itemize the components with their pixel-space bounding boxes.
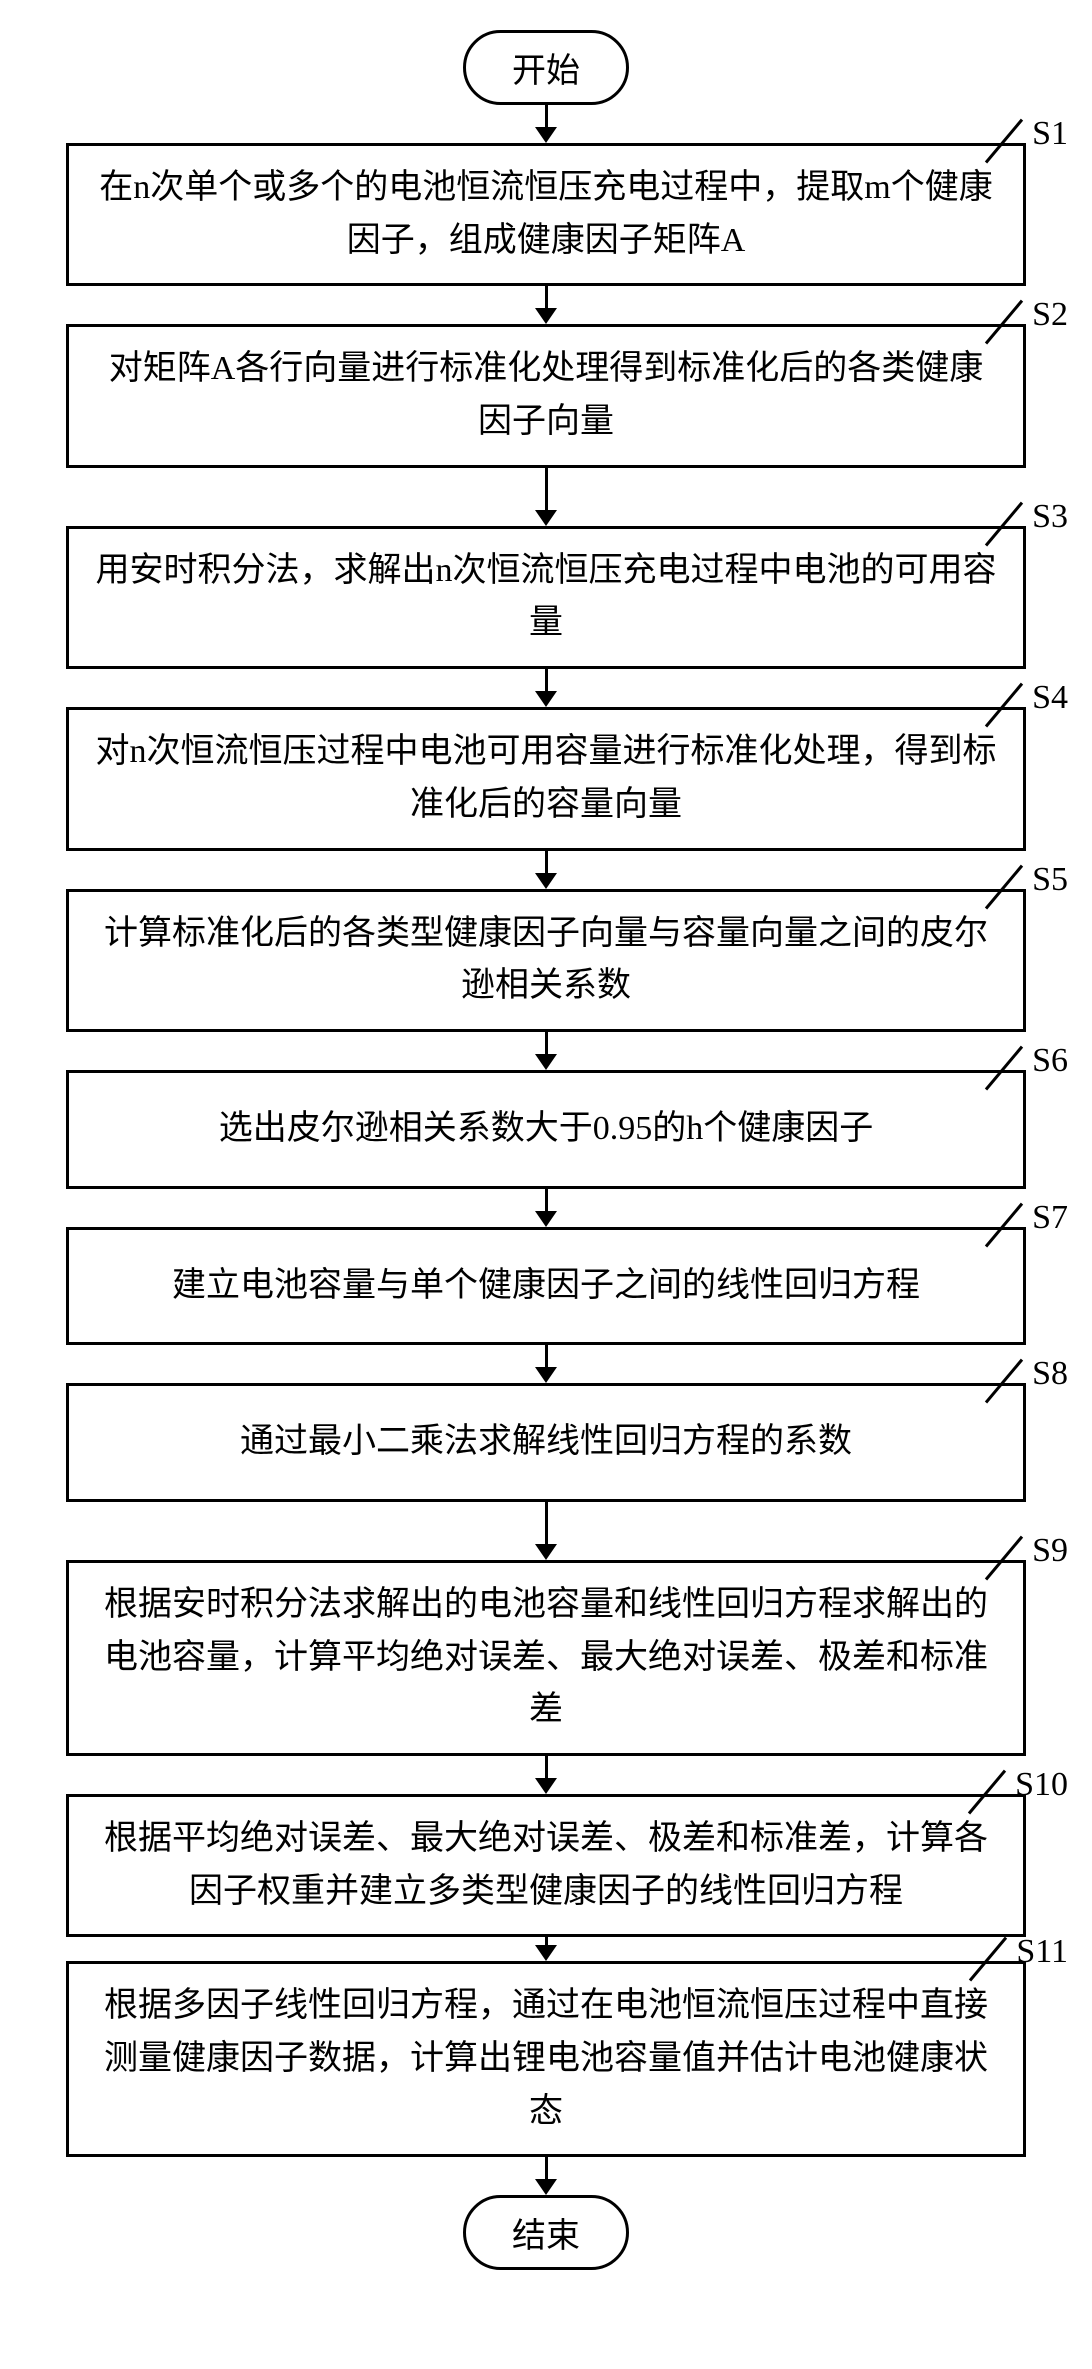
arrow — [535, 105, 557, 143]
step-label: S11 — [1016, 1933, 1068, 1971]
step-label: S8 — [1032, 1355, 1068, 1393]
arrow — [535, 1345, 557, 1383]
arrow — [535, 1937, 557, 1961]
step-s5: 计算标准化后的各类型健康因子向量与容量向量之间的皮尔逊相关系数 — [66, 889, 1026, 1032]
step-wrap: 建立电池容量与单个健康因子之间的线性回归方程 S7 — [40, 1227, 1052, 1346]
step-s3: 用安时积分法，求解出n次恒流恒压充电过程中电池的可用容量 — [66, 526, 1026, 669]
step-label: S7 — [1032, 1199, 1068, 1237]
step-s6: 选出皮尔逊相关系数大于0.95的h个健康因子 — [66, 1070, 1026, 1189]
step-s8: 通过最小二乘法求解线性回归方程的系数 — [66, 1383, 1026, 1502]
step-wrap: 用安时积分法，求解出n次恒流恒压充电过程中电池的可用容量 S3 — [40, 526, 1052, 669]
terminal-start: 开始 — [463, 30, 629, 105]
step-label: S3 — [1032, 498, 1068, 536]
step-wrap: 对n次恒流恒压过程中电池可用容量进行标准化处理，得到标准化后的容量向量 S4 — [40, 707, 1052, 850]
step-wrap: 根据安时积分法求解出的电池容量和线性回归方程求解出的电池容量，计算平均绝对误差、… — [40, 1560, 1052, 1756]
step-label: S10 — [1015, 1766, 1068, 1804]
step-wrap: 对矩阵A各行向量进行标准化处理得到标准化后的各类健康因子向量 S2 — [40, 324, 1052, 467]
step-s7: 建立电池容量与单个健康因子之间的线性回归方程 — [66, 1227, 1026, 1346]
step-wrap: 根据多因子线性回归方程，通过在电池恒流恒压过程中直接测量健康因子数据，计算出锂电… — [40, 1961, 1052, 2157]
arrow — [535, 468, 557, 526]
step-s10: 根据平均绝对误差、最大绝对误差、极差和标准差，计算各因子权重并建立多类型健康因子… — [66, 1794, 1026, 1937]
step-s11: 根据多因子线性回归方程，通过在电池恒流恒压过程中直接测量健康因子数据，计算出锂电… — [66, 1961, 1026, 2157]
arrow — [535, 669, 557, 707]
arrow — [535, 851, 557, 889]
terminal-end: 结束 — [463, 2195, 629, 2270]
step-s2: 对矩阵A各行向量进行标准化处理得到标准化后的各类健康因子向量 — [66, 324, 1026, 467]
step-s1: 在n次单个或多个的电池恒流恒压充电过程中，提取m个健康因子，组成健康因子矩阵A — [66, 143, 1026, 286]
step-label: S9 — [1032, 1532, 1068, 1570]
step-label: S1 — [1032, 115, 1068, 153]
arrow — [535, 286, 557, 324]
arrow — [535, 2157, 557, 2195]
flowchart-container: 开始 在n次单个或多个的电池恒流恒压充电过程中，提取m个健康因子，组成健康因子矩… — [40, 30, 1052, 2270]
step-wrap: 根据平均绝对误差、最大绝对误差、极差和标准差，计算各因子权重并建立多类型健康因子… — [40, 1794, 1052, 1937]
arrow — [535, 1032, 557, 1070]
step-label: S2 — [1032, 296, 1068, 334]
arrow — [535, 1756, 557, 1794]
step-label: S6 — [1032, 1042, 1068, 1080]
arrow — [535, 1502, 557, 1560]
step-s9: 根据安时积分法求解出的电池容量和线性回归方程求解出的电池容量，计算平均绝对误差、… — [66, 1560, 1026, 1756]
step-wrap: 通过最小二乘法求解线性回归方程的系数 S8 — [40, 1383, 1052, 1502]
step-label: S5 — [1032, 861, 1068, 899]
step-label: S4 — [1032, 679, 1068, 717]
step-s4: 对n次恒流恒压过程中电池可用容量进行标准化处理，得到标准化后的容量向量 — [66, 707, 1026, 850]
arrow — [535, 1189, 557, 1227]
step-wrap: 在n次单个或多个的电池恒流恒压充电过程中，提取m个健康因子，组成健康因子矩阵A … — [40, 143, 1052, 286]
step-wrap: 计算标准化后的各类型健康因子向量与容量向量之间的皮尔逊相关系数 S5 — [40, 889, 1052, 1032]
step-wrap: 选出皮尔逊相关系数大于0.95的h个健康因子 S6 — [40, 1070, 1052, 1189]
